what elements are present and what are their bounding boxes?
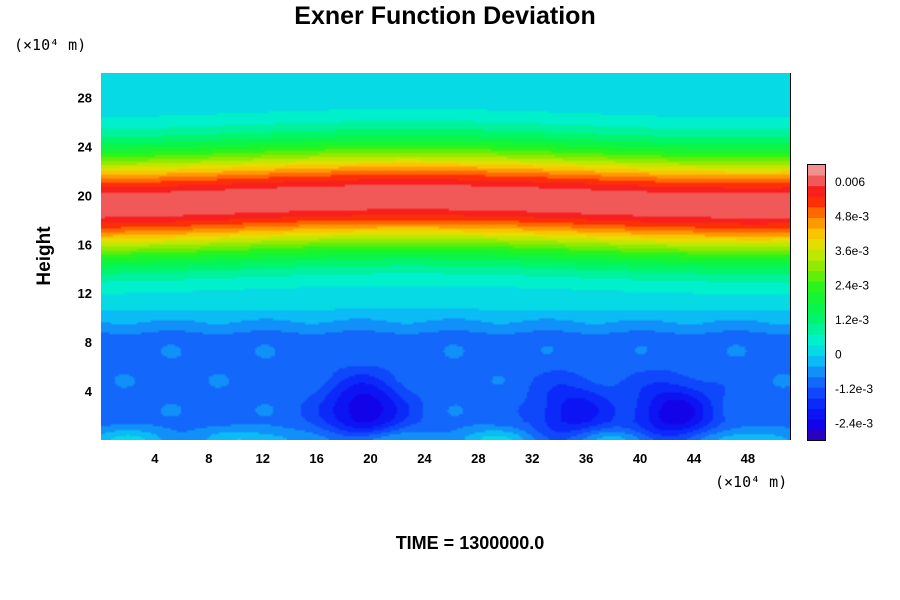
- colorbar-band: [807, 217, 826, 229]
- colorbar-band: [807, 270, 826, 282]
- x-tick-label: 8: [205, 451, 212, 466]
- time-label: TIME = 1300000.0: [396, 533, 545, 553]
- colorbar-band: [807, 344, 826, 356]
- x-tick-label: 40: [633, 451, 647, 466]
- x-tick-label: 32: [525, 451, 539, 466]
- colorbar-band: [807, 260, 826, 272]
- colorbar-band: [807, 185, 826, 197]
- x-tick-label: 28: [471, 451, 485, 466]
- plot-area: [101, 73, 791, 440]
- y-tick-labels: 4 8 12 16 20 24 28: [78, 90, 93, 399]
- colorbar-band: [807, 291, 826, 303]
- y-tick-label: 16: [78, 237, 92, 252]
- colorbar-band: [807, 228, 826, 240]
- colorbar-band: [807, 206, 826, 218]
- y-axis-unit: (×10⁴ m): [14, 36, 86, 54]
- x-tick-label: 16: [309, 451, 323, 466]
- y-axis-label: Height: [34, 226, 55, 286]
- colorbar-band: [807, 419, 826, 431]
- chart-title: Exner Function Deviation: [294, 2, 595, 30]
- colorbar-band: [807, 334, 826, 346]
- y-tick-label: 24: [78, 139, 93, 154]
- y-tick-label: 8: [85, 335, 92, 350]
- colorbar-band: [807, 387, 826, 399]
- colorbar-bands: [807, 164, 826, 441]
- x-axis-unit: (×10⁴ m): [715, 473, 787, 491]
- x-tick-label: 48: [741, 451, 755, 466]
- y-tick-label: 20: [78, 188, 92, 203]
- colorbar-band: [807, 281, 826, 293]
- x-tick-label: 24: [417, 451, 432, 466]
- colorbar-label: 2.4e-3: [835, 278, 869, 292]
- colorbar-band: [807, 355, 826, 367]
- colorbar-band: [807, 238, 826, 250]
- colorbar-band: [807, 164, 826, 176]
- colorbar-band: [807, 323, 826, 335]
- colorbar-label: 1.2e-3: [835, 313, 869, 327]
- x-tick-label: 20: [363, 451, 377, 466]
- colorbar: 0.006 4.8e-3 3.6e-3 2.4e-3 1.2e-3 0 -1.2e-3 -2.…: [807, 164, 873, 441]
- colorbar-band: [807, 408, 826, 420]
- colorbar-band: [807, 366, 826, 378]
- colorbar-band: [807, 196, 826, 208]
- heatmap-image: [101, 73, 791, 440]
- colorbar-border: [807, 164, 826, 441]
- y-tick-label: 4: [85, 384, 93, 399]
- x-tick-label: 36: [579, 451, 593, 466]
- x-tick-labels: 4 8 12 16 20 24 28 32 36 40 44 48: [151, 451, 755, 466]
- colorbar-band: [807, 313, 826, 325]
- x-tick-label: 12: [255, 451, 269, 466]
- x-tick-label: 44: [687, 451, 702, 466]
- colorbar-band: [807, 249, 826, 261]
- colorbar-label: -1.2e-3: [835, 382, 873, 396]
- x-tick-label: 4: [151, 451, 159, 466]
- colorbar-band: [807, 429, 826, 441]
- colorbar-labels: 0.006 4.8e-3 3.6e-3 2.4e-3 1.2e-3 0 -1.2e-3 -2.…: [835, 175, 873, 431]
- colorbar-label: 0: [835, 347, 842, 361]
- colorbar-band: [807, 175, 826, 187]
- y-tick-label: 28: [78, 90, 92, 105]
- colorbar-label: 0.006: [835, 175, 865, 189]
- y-tick-label: 12: [78, 286, 92, 301]
- colorbar-label: 4.8e-3: [835, 209, 869, 223]
- colorbar-band: [807, 302, 826, 314]
- colorbar-band: [807, 398, 826, 410]
- colorbar-label: 3.6e-3: [835, 244, 869, 258]
- colorbar-band: [807, 376, 826, 388]
- colorbar-label: -2.4e-3: [835, 416, 873, 430]
